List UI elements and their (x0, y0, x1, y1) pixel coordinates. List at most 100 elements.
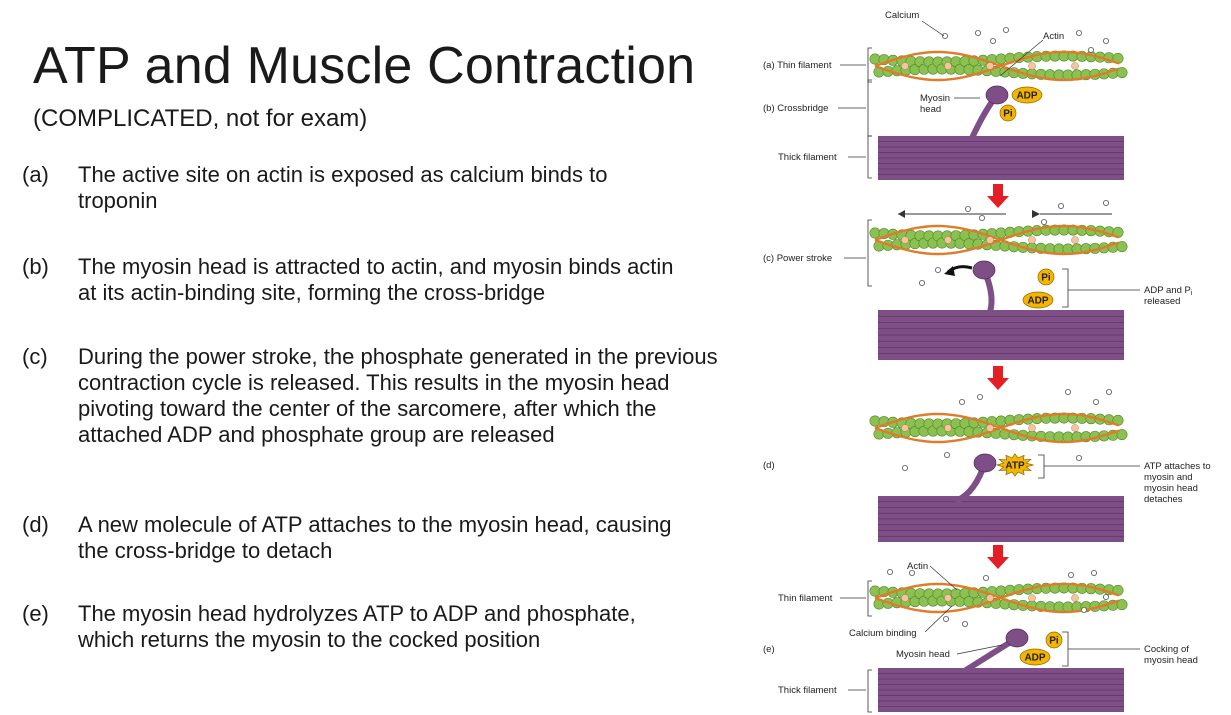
step-text: The myosin head is attracted to actin, a… (78, 254, 674, 305)
atp-attaches-l1: ATP attaches to (1144, 461, 1211, 472)
direction-arrowhead (898, 210, 905, 218)
troponin-complex (901, 62, 909, 70)
step-label: (c) (22, 344, 48, 369)
troponin-complex (986, 424, 994, 432)
calcium-ion (990, 38, 997, 45)
step-b: (b) The myosin head is attracted to acti… (22, 254, 722, 306)
myosin-head-blob (1005, 628, 1029, 648)
tropomyosin-strand (874, 582, 1120, 614)
myosin-head-label-l1: Myosin (920, 93, 950, 104)
adp-pill-text: ADP (1027, 296, 1048, 307)
phosphate-pi-text: Pi (1041, 273, 1051, 284)
step-arrow (987, 545, 1009, 569)
tropomyosin-strand (874, 224, 1120, 256)
cocking-l1: Cocking of (1144, 644, 1189, 655)
atp-attaches-label: ATP attaches to myosin and myosin head d… (1144, 461, 1213, 505)
troponin-complex (1028, 62, 1036, 70)
direction-arrowhead (1032, 210, 1040, 218)
calcium-ion (942, 33, 949, 40)
adp-pi-released-l1: ADP and P (1144, 285, 1191, 296)
troponin-complex (901, 424, 909, 432)
step-label: (a) (22, 162, 49, 187)
troponin-complex (1071, 424, 1079, 432)
atp-star: ATP (995, 453, 1035, 477)
tropomyosin-strand (874, 50, 1120, 82)
calcium-ion (977, 393, 984, 400)
troponin-complex (1028, 236, 1036, 244)
adp-pill-shape (1011, 86, 1043, 104)
troponin-complex (1028, 424, 1036, 432)
step-a: (a) The active site on actin is exposed … (22, 162, 722, 214)
phosphate-pi-shape (999, 104, 1017, 122)
phosphate-pi: Pi (1037, 268, 1055, 286)
panel-d-label: (d) (763, 460, 775, 471)
slide-subtitle: (COMPLICATED, not for exam) (33, 105, 368, 132)
pivot-arrowhead (944, 266, 955, 276)
actin-bead (1116, 67, 1128, 79)
step-arrow (987, 366, 1009, 390)
cocking-l2: myosin head (1144, 655, 1198, 666)
actin-bead (1116, 429, 1128, 441)
thick-filament-label-e: Thick filament (778, 685, 837, 696)
calcium-ion (1068, 572, 1075, 579)
step-d: (d) A new molecule of ATP attaches to th… (22, 512, 722, 564)
myosin-head-blob (985, 85, 1009, 105)
step-label: (b) (22, 254, 49, 279)
calcium-ion (979, 214, 986, 221)
thick-filament (878, 310, 1124, 360)
calcium-ion (902, 464, 909, 471)
myosin-head-label-e: Myosin head (896, 649, 950, 660)
calcium-ion (1076, 454, 1083, 461)
tropomyosin-strand (874, 412, 1120, 444)
troponin-complex (986, 62, 994, 70)
calcium-ion (1103, 199, 1110, 206)
calcium-ion (1003, 26, 1010, 33)
thin-filament (869, 224, 1128, 256)
calcium-ion (975, 29, 982, 36)
thick-filament (878, 668, 1124, 712)
step-label: (e) (22, 601, 49, 626)
calcium-ion (1093, 398, 1100, 405)
calcium-ion (965, 205, 972, 212)
thick-filament (878, 136, 1124, 180)
calcium-ion (1065, 388, 1072, 395)
step-text: The myosin head hydrolyzes ATP to ADP an… (78, 601, 636, 652)
myosin-head (963, 628, 1029, 673)
calcium-ion (1103, 38, 1110, 45)
thin-filament-label-a: (a) Thin filament (763, 60, 832, 71)
calcium-ion (943, 616, 950, 623)
calcium-ion (944, 451, 951, 458)
calcium-ion (1088, 47, 1095, 54)
adp-pill-text: ADP (1024, 653, 1045, 664)
myosin-head (969, 85, 1009, 141)
calcium-ion (935, 266, 942, 273)
calcium-ion (959, 398, 966, 405)
troponin-complex (986, 236, 994, 244)
phosphate-pi-text: Pi (1049, 636, 1059, 647)
calcium-ion (887, 569, 894, 576)
thin-filament (869, 50, 1128, 82)
phosphate-pi: Pi (1045, 631, 1063, 649)
troponin-complex (944, 424, 952, 432)
crossbridge-label-b: (b) Crossbridge (763, 103, 828, 114)
calcium-ion (909, 570, 916, 577)
calcium-ion (1103, 594, 1110, 601)
cocking-label: Cocking of myosin head (1144, 644, 1198, 666)
thick-filament-label: Thick filament (778, 152, 837, 163)
step-text: During the power stroke, the phosphate g… (78, 344, 718, 447)
myosin-head-blob (972, 260, 996, 280)
calcium-binding-label: Calcium binding (849, 628, 917, 639)
step-e: (e) The myosin head hydrolyzes ATP to AD… (22, 601, 722, 653)
phosphate-pi: Pi (999, 104, 1017, 122)
atp-star-shape (995, 453, 1035, 477)
tropomyosin-strand (874, 50, 1120, 82)
calcium-ion (1106, 388, 1113, 395)
atp-star-text: ATP (1005, 461, 1025, 472)
calcium-ion (1041, 218, 1048, 225)
phosphate-pi-shape (1045, 631, 1063, 649)
adp-pill-shape (1019, 648, 1051, 666)
calcium-ion (1091, 570, 1098, 577)
thin-filament-label-e: Thin filament (778, 593, 833, 604)
